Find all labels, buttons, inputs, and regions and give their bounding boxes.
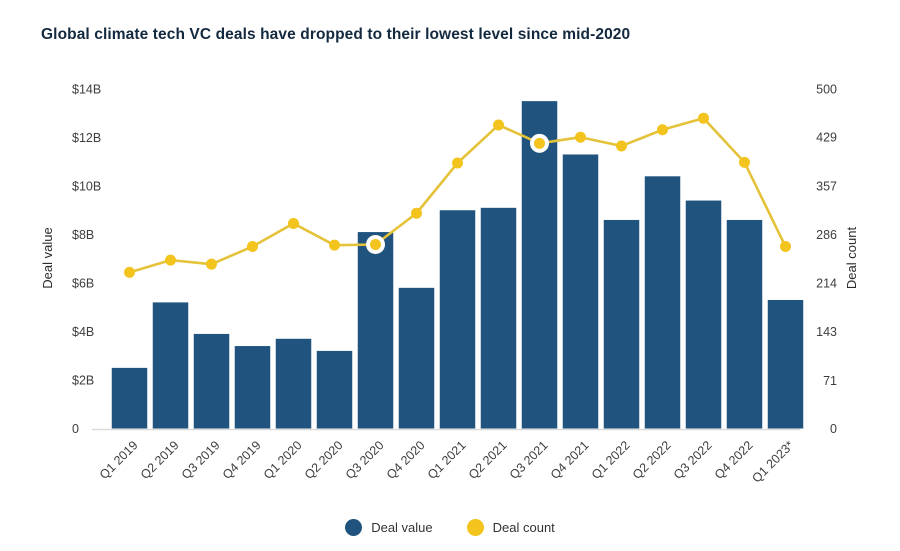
deal-count-point[interactable] <box>657 124 668 136</box>
x-axis-tick-label: Q1 2019 <box>97 438 141 482</box>
x-axis-tick-label: Q3 2021 <box>507 438 551 482</box>
legend-item-deal-value[interactable]: Deal value <box>345 519 433 536</box>
deal-value-bar[interactable] <box>152 302 189 429</box>
left-axis-tick-label: 0 <box>72 422 79 436</box>
right-axis-tick-label: 214 <box>816 277 837 291</box>
left-axis-tick-label: $14B <box>72 83 101 97</box>
deal-value-bar[interactable] <box>767 299 804 429</box>
chart-legend: Deal value Deal count <box>0 519 900 536</box>
left-axis-tick-label: $6B <box>72 277 94 291</box>
deal-count-point[interactable] <box>165 254 176 266</box>
x-axis-tick-label: Q2 2020 <box>302 438 346 482</box>
legend-label-deal-value: Deal value <box>371 520 433 535</box>
deal-count-point[interactable] <box>206 258 217 270</box>
deal-value-bar[interactable] <box>685 200 722 429</box>
deal-count-point[interactable] <box>411 207 422 219</box>
deal-value-bar[interactable] <box>193 333 230 429</box>
x-axis-tick-label: Q2 2019 <box>138 438 182 482</box>
left-axis-tick-label: $2B <box>72 374 94 388</box>
deal-value-bar[interactable] <box>357 232 394 429</box>
deal-value-bar[interactable] <box>111 367 148 429</box>
deal-count-point[interactable] <box>288 217 299 229</box>
deal-count-point[interactable] <box>739 156 750 168</box>
right-axis-tick-label: 357 <box>816 180 837 194</box>
left-axis-tick-label: $10B <box>72 180 101 194</box>
right-axis-tick-label: 0 <box>830 422 837 436</box>
x-axis-tick-label: Q3 2020 <box>343 438 387 482</box>
legend-item-deal-count[interactable]: Deal count <box>466 519 555 536</box>
chart-title: Global climate tech VC deals have droppe… <box>41 26 631 43</box>
left-axis-title: Deal value <box>40 227 55 288</box>
left-axis-tick-label: $4B <box>72 325 94 339</box>
x-axis-tick-label: Q2 2022 <box>630 438 674 482</box>
deal-value-bar[interactable] <box>275 338 312 429</box>
right-axis-tick-label: 71 <box>823 374 837 388</box>
deal-count-point[interactable] <box>329 239 340 251</box>
deal-count-point-highlighted[interactable] <box>534 137 545 149</box>
x-axis-tick-label: Q1 2022 <box>589 438 633 482</box>
deal-value-bar[interactable] <box>234 346 271 429</box>
deal-count-point[interactable] <box>575 131 586 143</box>
deal-value-bar[interactable] <box>562 154 599 429</box>
deal-value-bar[interactable] <box>644 176 681 429</box>
right-axis-tick-label: 143 <box>816 325 837 339</box>
deal-value-bar[interactable] <box>439 210 476 429</box>
x-axis-tick-label: Q2 2021 <box>466 438 510 482</box>
x-axis-tick-label: Q1 2023* <box>749 438 796 485</box>
deal-value-bar[interactable] <box>603 219 640 429</box>
right-axis-tick-label: 429 <box>816 131 837 145</box>
deal-count-point[interactable] <box>698 112 709 124</box>
x-axis-tick-label: Q1 2021 <box>425 438 469 482</box>
x-axis-tick-label: Q4 2019 <box>220 438 264 482</box>
left-axis-tick-label: $8B <box>72 228 94 242</box>
deal-value-bar[interactable] <box>398 287 435 429</box>
right-axis-title: Deal count <box>844 227 859 290</box>
deal-value-bar[interactable] <box>521 101 558 429</box>
left-axis-tick-label: $12B <box>72 131 101 145</box>
deal-count-point[interactable] <box>616 140 627 152</box>
deal-count-point[interactable] <box>493 119 504 131</box>
x-axis-tick-label: Q3 2019 <box>179 438 223 482</box>
x-axis-tick-label: Q4 2020 <box>384 438 428 482</box>
deal-count-point[interactable] <box>124 266 135 278</box>
deal-count-point[interactable] <box>247 241 258 253</box>
deal-value-bar[interactable] <box>726 219 763 429</box>
deal-count-legend-swatch-icon <box>466 519 484 536</box>
deal-value-bar[interactable] <box>480 207 517 429</box>
right-axis-tick-label: 500 <box>816 83 837 97</box>
x-axis-tick-label: Q3 2022 <box>671 438 715 482</box>
deal-count-point-highlighted[interactable] <box>370 238 381 250</box>
legend-label-deal-count: Deal count <box>492 520 555 535</box>
right-axis-tick-label: 286 <box>816 228 837 242</box>
deal-value-bar[interactable] <box>316 350 353 429</box>
deal-count-point[interactable] <box>452 157 463 169</box>
x-axis-tick-label: Q4 2021 <box>548 438 592 482</box>
deal-value-legend-swatch-icon <box>345 519 363 536</box>
x-axis-tick-label: Q1 2020 <box>261 438 305 482</box>
deal-count-point[interactable] <box>780 241 791 253</box>
